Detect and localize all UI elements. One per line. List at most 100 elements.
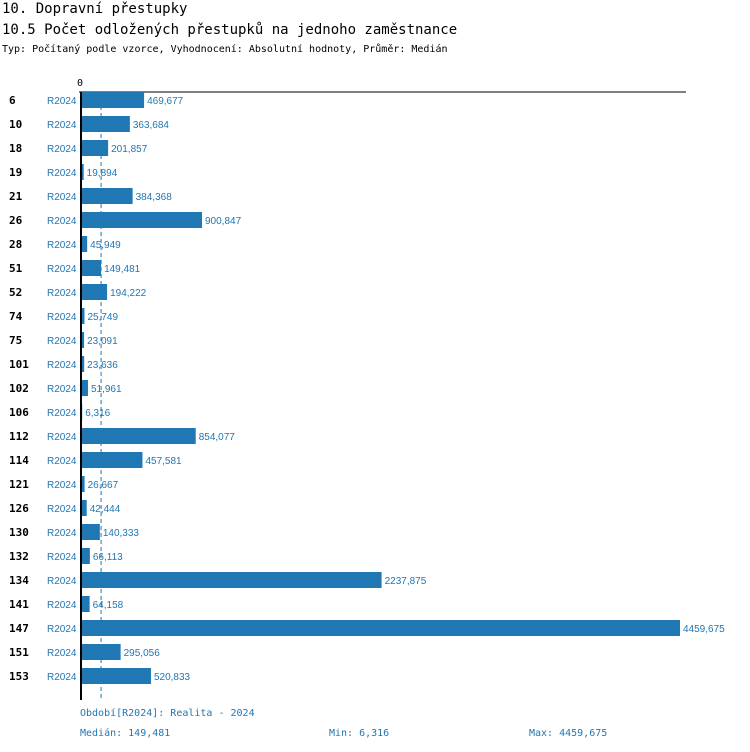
series-label: R2024 [47,384,77,395]
bar [81,140,109,156]
value-label: 66,113 [93,552,123,563]
value-label: 6,316 [85,408,110,419]
bar [81,524,100,540]
bar [81,284,108,300]
value-label: 19,894 [87,168,118,179]
category-label: 126 [9,502,29,515]
value-label: 23,091 [87,336,118,347]
series-label: R2024 [47,552,77,563]
series-label: R2024 [47,192,77,203]
series-label: R2024 [47,240,77,251]
value-label: 201,857 [111,144,148,155]
value-label: 149,481 [104,264,141,275]
value-label: 469,677 [147,96,184,107]
value-label: 363,684 [133,120,170,131]
category-label: 102 [9,382,29,395]
series-label: R2024 [47,264,77,275]
bar [81,380,88,396]
value-label: 26,667 [88,480,119,491]
value-label: 42,444 [90,504,121,515]
series-label: R2024 [47,96,77,107]
category-label: 121 [9,478,29,491]
category-label: 134 [9,574,29,587]
bar [81,572,382,588]
value-label: 25,749 [87,312,118,323]
bar [81,500,87,516]
series-label: R2024 [47,480,77,491]
category-label: 106 [9,406,29,419]
value-label: 520,833 [154,672,191,683]
series-label: R2024 [47,600,77,611]
category-label: 147 [9,622,29,635]
category-label: 114 [9,454,29,467]
series-label: R2024 [47,216,77,227]
value-label: 4459,675 [683,624,725,635]
category-label: 21 [9,190,23,203]
value-label: 2237,875 [385,576,427,587]
value-label: 23,636 [87,360,118,371]
period-label: Období[R2024]: Realita - 2024 [80,708,255,719]
bar [81,236,88,252]
series-label: R2024 [47,288,77,299]
category-label: 6 [9,94,16,107]
series-label: R2024 [47,576,77,587]
category-label: 52 [9,286,22,299]
max-label: Max: 4459,675 [529,728,608,739]
category-label: 26 [9,214,23,227]
series-label: R2024 [47,312,77,323]
bar [81,332,85,348]
bar [81,260,102,276]
value-label: 45,949 [90,240,121,251]
series-label: R2024 [47,528,77,539]
bar [81,116,130,132]
series-label: R2024 [47,144,77,155]
bar [81,188,133,204]
median-label: Medián: 149,481 [80,728,171,739]
bar [81,428,196,444]
value-label: 194,222 [110,288,147,299]
value-label: 51,961 [91,384,122,395]
category-label: 51 [9,262,23,275]
series-label: R2024 [47,648,77,659]
value-label: 457,581 [145,456,182,467]
series-label: R2024 [47,120,77,131]
bar [81,644,121,660]
bar [81,668,151,684]
bar [81,476,85,492]
category-label: 75 [9,334,22,347]
category-label: 10 [9,118,22,131]
min-label: Min: 6,316 [329,728,390,739]
bar [81,164,84,180]
series-label: R2024 [47,360,77,371]
category-label: 28 [9,238,22,251]
series-label: R2024 [47,672,77,683]
bar [81,356,85,372]
bar [81,548,90,564]
series-label: R2024 [47,336,77,347]
value-label: 295,056 [124,648,161,659]
bar [81,596,90,612]
bar [81,452,143,468]
category-label: 18 [9,142,22,155]
category-label: 141 [9,598,29,611]
chart-subtitle: 10.5 Počet odložených přestupků na jedno… [2,22,458,38]
value-label: 854,077 [199,432,236,443]
bar [81,212,202,228]
series-label: R2024 [47,432,77,443]
series-label: R2024 [47,168,77,179]
x-axis-zero-label: 0 [77,78,83,89]
bar [81,620,680,636]
value-label: 900,847 [205,216,242,227]
chart-info: Typ: Počítaný podle vzorce, Vyhodnocení:… [2,44,448,55]
series-label: R2024 [47,408,77,419]
category-label: 19 [9,166,22,179]
value-label: 64,158 [93,600,124,611]
category-label: 74 [9,310,23,323]
series-label: R2024 [47,504,77,515]
bar [81,308,85,324]
category-label: 112 [9,430,29,443]
series-label: R2024 [47,456,77,467]
value-label: 384,368 [136,192,173,203]
category-label: 151 [9,646,29,659]
